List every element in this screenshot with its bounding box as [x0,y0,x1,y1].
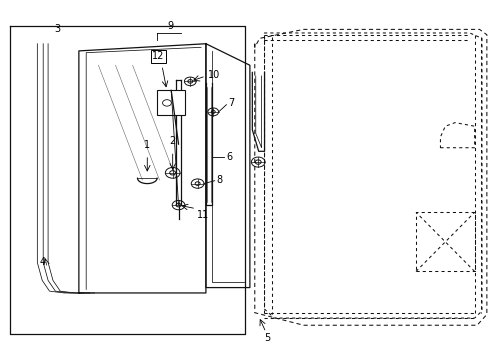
Text: 7: 7 [228,98,234,108]
Text: 12: 12 [152,51,165,61]
Text: 5: 5 [264,333,270,343]
Text: 9: 9 [167,21,173,31]
Text: 1: 1 [144,140,150,149]
Text: 11: 11 [197,211,209,220]
Text: 6: 6 [226,152,233,162]
Text: 2: 2 [170,136,176,146]
Text: 10: 10 [208,70,220,80]
Text: 4: 4 [39,257,45,267]
Text: 8: 8 [217,175,223,185]
Text: 3: 3 [54,24,60,35]
Bar [157,90,185,116]
